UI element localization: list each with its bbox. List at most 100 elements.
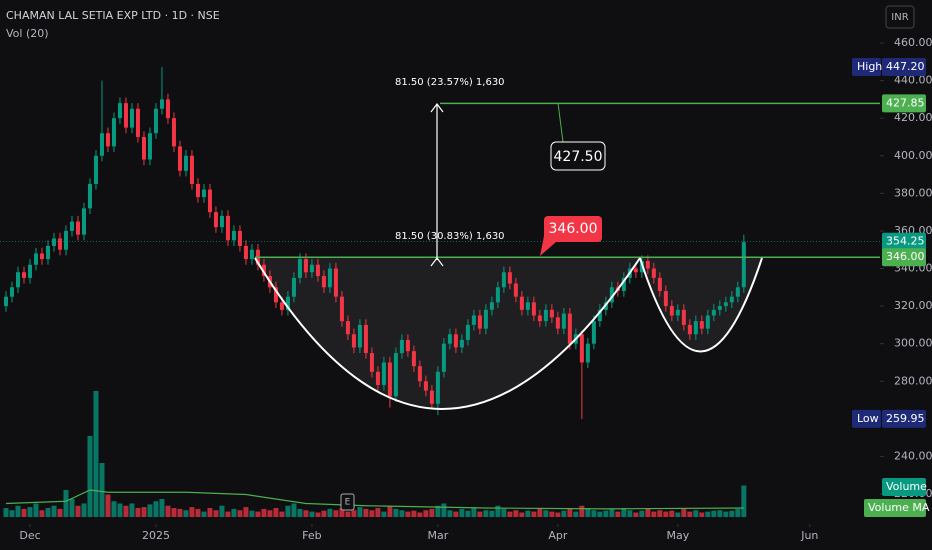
candle-body xyxy=(27,264,32,278)
volume-bar xyxy=(51,505,57,517)
candle-body xyxy=(261,264,266,277)
volume-bar xyxy=(513,510,519,517)
candle-body xyxy=(195,183,200,198)
volume-bar xyxy=(207,508,213,517)
candle-body xyxy=(471,315,476,325)
candle-body xyxy=(87,183,92,209)
candle-body xyxy=(483,309,488,329)
candle-body xyxy=(141,136,146,160)
candle-body xyxy=(741,242,746,288)
candle-body xyxy=(441,343,446,372)
legend-label: Volume xyxy=(886,480,927,493)
candle-body xyxy=(519,296,524,310)
price-tag-label: 354.25 xyxy=(886,235,925,248)
candle-body xyxy=(285,296,290,310)
volume-bar xyxy=(675,512,681,517)
candle-body xyxy=(243,245,248,260)
candle-body xyxy=(411,351,416,367)
volume-bar xyxy=(651,511,657,517)
volume-bar xyxy=(519,512,525,517)
volume-bar xyxy=(453,511,459,517)
candle-body xyxy=(543,309,548,322)
candle-body xyxy=(621,277,626,292)
candle-body xyxy=(309,264,314,273)
candle-body xyxy=(495,287,500,303)
volume-bar xyxy=(27,507,33,517)
candle-body xyxy=(321,276,326,288)
volume-bar xyxy=(429,508,435,517)
volume-bar xyxy=(441,503,447,517)
candle-body xyxy=(117,103,122,119)
volume-bar xyxy=(399,510,405,517)
currency-label[interactable]: INR xyxy=(891,12,908,23)
candle-body xyxy=(447,334,452,344)
candle-body xyxy=(633,268,638,273)
price-tag xyxy=(882,94,926,113)
volume-bar xyxy=(261,508,267,517)
volume-bar xyxy=(525,510,531,517)
y-tick-label: 460.00 xyxy=(894,36,932,49)
volume-bar xyxy=(423,510,429,517)
candle-body xyxy=(315,264,320,277)
volume-bar xyxy=(9,510,15,517)
volume-bar xyxy=(315,512,321,517)
event-marker[interactable] xyxy=(340,493,355,511)
volume-bar xyxy=(309,511,315,517)
volume-bar xyxy=(111,501,117,517)
volume-bar xyxy=(609,508,615,517)
event-label[interactable]: E xyxy=(345,498,351,508)
volume-bar xyxy=(231,508,237,517)
candle-body xyxy=(135,108,140,137)
volume-bar xyxy=(39,510,45,517)
currency-button[interactable] xyxy=(885,5,915,29)
candle-body xyxy=(651,268,656,278)
y-tick-label: 420.00 xyxy=(894,111,932,124)
volume-bar xyxy=(291,503,297,517)
volume-bar xyxy=(87,436,93,517)
volume-bar xyxy=(279,511,285,517)
candle-body xyxy=(327,268,332,288)
candle-body xyxy=(183,155,188,171)
volume-bar xyxy=(699,512,705,517)
volume-bar xyxy=(75,505,81,517)
candle-body xyxy=(675,309,680,316)
volume-bar xyxy=(681,508,687,517)
candle-body xyxy=(435,371,440,404)
candle-body xyxy=(279,302,284,310)
x-tick-label: May xyxy=(666,529,689,542)
candle-body xyxy=(711,309,716,316)
volume-bar xyxy=(657,510,663,517)
volume-ma xyxy=(5,489,744,510)
candle-body xyxy=(477,315,482,329)
candle-body xyxy=(81,208,86,235)
volume-bar xyxy=(597,511,603,517)
x-tick-label: Mar xyxy=(428,529,449,542)
volume-bar xyxy=(381,511,387,517)
volume-bar xyxy=(141,507,147,517)
price-tag-label: 259.95 xyxy=(886,412,925,425)
volume-bar xyxy=(45,508,51,517)
candle-body xyxy=(69,221,74,231)
x-tick-label: Jun xyxy=(800,529,818,542)
measure-label: 81.50 (23.57%) 1,630 xyxy=(395,77,505,88)
volume-bar xyxy=(147,504,153,517)
candle-body xyxy=(567,313,572,344)
legend-tag xyxy=(864,499,926,517)
candle-body xyxy=(333,268,338,297)
callout-label: 427.50 xyxy=(554,149,603,165)
volume-bar xyxy=(57,508,63,517)
volume-bar xyxy=(543,510,549,517)
candle-body xyxy=(555,317,560,329)
volume-bar xyxy=(177,508,183,517)
candle-body xyxy=(249,249,254,260)
candle-body xyxy=(345,321,350,335)
candle-body xyxy=(735,287,740,297)
x-tick-label: Dec xyxy=(19,529,40,542)
volume-bar xyxy=(117,503,123,517)
volume-bar xyxy=(351,510,357,517)
volume-bar xyxy=(159,499,165,517)
candle-body xyxy=(99,133,104,156)
candle-body xyxy=(303,259,308,273)
candle-body xyxy=(147,133,152,160)
volume-bar xyxy=(705,511,711,517)
